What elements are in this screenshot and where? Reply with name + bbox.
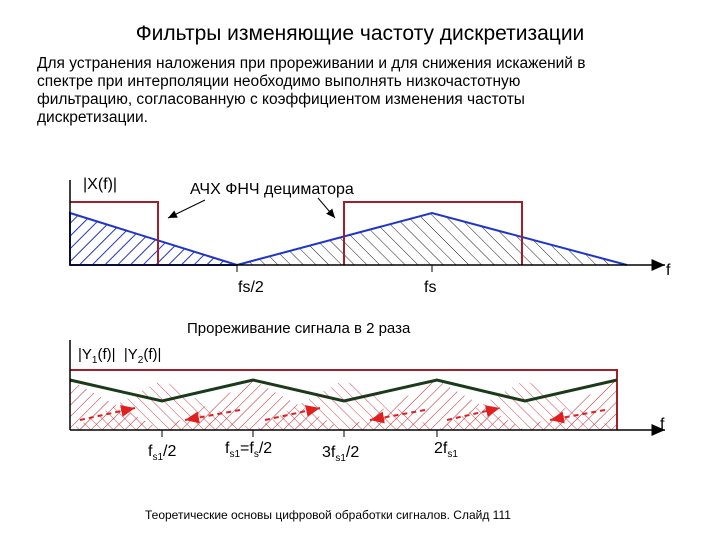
intro-paragraph: Для устранения наложения при прореживани… [37,55,697,127]
bottom-caption: Прореживание сигнала в 2 раза [187,320,411,337]
spectrum-band-left [69,211,238,266]
bottom-plot [69,340,665,437]
intro-line: дискретизации. [37,109,148,126]
spectrum-band-middle [237,213,627,265]
y1-label: |Y1(f)| [78,346,116,366]
slide-footer: Теоретические основы цифровой обработки … [145,508,511,522]
tick-label-fs2: fs/2 [238,279,264,296]
callout-arrow-left [167,199,206,219]
top-y-label: |X(f)| [83,176,118,193]
tick-label-3fs1-2: 3fs1/2 [322,444,360,465]
bottom-x-axis-label: f [660,416,665,433]
alias-arrow [184,409,241,424]
tick-label-fs1: fs1=fs/2 [225,440,273,461]
top-plot [69,180,665,272]
slide-title: Фильтры изменяющие частоту дискретизации [135,22,585,45]
alias-arrow [79,405,136,421]
decimator-filter-left [70,201,159,265]
envelope-line [69,378,618,403]
aliased-spectrum-fill-2 [70,380,617,430]
alias-arrow [446,405,501,421]
tick-label-fs1-2: fs1/2 [148,443,177,464]
filter-label: АЧХ ФНЧ дециматора [190,181,354,198]
spectrum-band-middle-outline [236,211,628,266]
intro-line: Для устранения наложения при прореживани… [37,55,586,72]
alias-arrow [549,409,606,424]
bottom-y-labels: |Y1(f)| |Y2(f)| [78,346,161,366]
tick-label-fs: fs [424,279,437,296]
y2-label: |Y2(f)| [123,346,162,366]
tick-label-2fs1: 2fs1 [434,440,458,461]
decimator-filter-right [343,201,523,265]
intro-line: фильтрацию, согласованную с коэффициенто… [37,91,525,108]
filter-rect-bottom [70,369,618,430]
callout-arrow-right [317,197,336,219]
alias-arrow [264,405,321,421]
top-x-axis-label: f [666,262,671,279]
alias-arrow [369,409,426,424]
intro-line: спектре при интерполяции необходимо выпо… [37,73,521,90]
